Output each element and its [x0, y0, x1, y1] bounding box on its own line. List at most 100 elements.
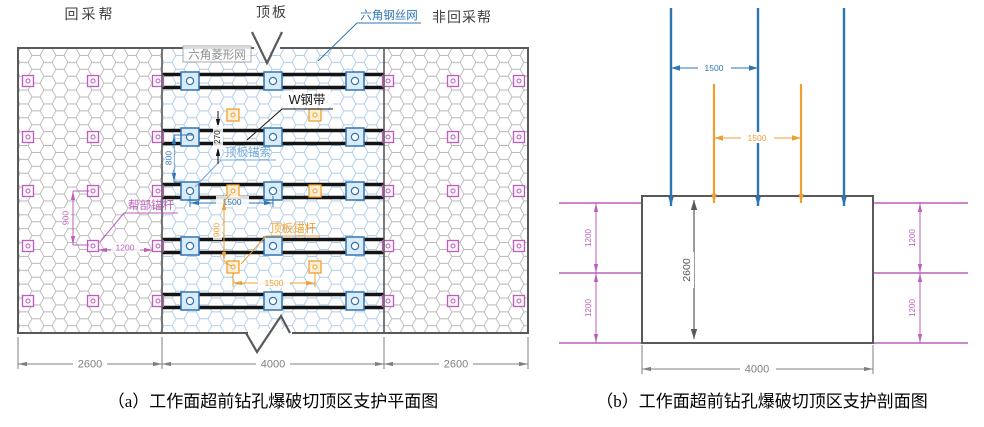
dim-cable-spacing-text: 1500 — [705, 63, 724, 73]
dim-bg — [256, 357, 290, 370]
dim-roof-bolt-row-text: 900 — [211, 223, 221, 237]
side-bolt-anchor — [381, 74, 395, 88]
dim-bottom-left-text: 2600 — [78, 359, 102, 371]
dim-side-right-lower-text: 1200 — [908, 299, 917, 317]
side-bolt-anchor — [446, 130, 460, 144]
dim-side-bolt-row-spacing: 900 — [60, 190, 89, 246]
roof-cable-anchor — [180, 71, 200, 91]
roof-cable-anchor — [263, 181, 283, 201]
roof-bolt-callout: 顶板锚杆 — [240, 221, 320, 265]
roof-cable-anchor — [345, 291, 365, 311]
diamond-mesh-label: 六角菱形网 — [188, 49, 246, 62]
roof-bolt-anchor — [226, 108, 240, 122]
roof-cable-anchor — [180, 127, 200, 147]
top-break-symbol — [251, 31, 283, 66]
side-bolt-anchor — [446, 184, 460, 198]
side-bolt-anchor — [151, 184, 165, 198]
roof-bolt-anchor — [226, 184, 240, 198]
side-bolt-anchor — [151, 239, 165, 253]
roof-cable-anchor — [345, 71, 365, 91]
side-bolt-anchor — [151, 74, 165, 88]
roof-bolt-anchor — [308, 260, 322, 274]
side-bolt-anchor — [151, 294, 165, 308]
side-bolt-anchor — [381, 130, 395, 144]
roof-bolt-anchor — [226, 260, 240, 274]
dim-roof-bolt-row-spacing: 900 — [211, 193, 232, 267]
side-bolt-anchor — [512, 294, 526, 308]
side-bolt-anchor — [21, 239, 35, 253]
bottom-break-symbol — [245, 313, 292, 355]
side-bolt-anchor — [86, 294, 100, 308]
side-bolt-anchor — [21, 74, 35, 88]
dim-bg — [439, 357, 473, 370]
dim-bg — [73, 357, 107, 370]
side-bolt-anchor — [446, 294, 460, 308]
side-bolt-anchor — [381, 239, 395, 253]
dim-roof-bolt-col-text: 1500 — [265, 278, 284, 288]
dim-band-width: 270 — [213, 111, 223, 164]
roof-cable-anchor — [180, 236, 200, 256]
wire-mesh-label: 六角钢丝网 — [360, 9, 418, 22]
roof-bolt-anchor — [308, 108, 322, 122]
diamond-mesh-callout: 六角菱形网 — [182, 45, 252, 63]
dim-bolt-spacing-text: 1500 — [748, 133, 767, 143]
anchors-group — [21, 71, 526, 311]
dim-roof-bolt-col-spacing: 1500 — [232, 273, 316, 288]
steel-band-callout: W钢带 — [246, 92, 333, 141]
dim-cable-col-text: 1500 — [223, 197, 242, 207]
side-bolt-label: 帮部锚杆 — [128, 198, 174, 212]
roadway-section-outline — [641, 195, 874, 344]
roof-label: 顶板 — [256, 4, 288, 20]
roof-cable-anchor — [345, 236, 365, 256]
dim-bolt-spacing: 1500 — [714, 132, 801, 143]
roof-bolts — [711, 84, 804, 203]
side-bolt-anchor — [86, 74, 100, 88]
side-bolt-anchor — [86, 184, 100, 198]
roof-cables — [668, 8, 847, 206]
plan-view-panel: 回采帮 顶板 非回采帮 六角钢丝网 六角菱形网 W钢带 顶板锚索 帮部锚杆 顶板… — [17, 4, 529, 411]
side-bolt-callout: 帮部锚杆 — [99, 198, 178, 243]
roof-cable-anchor — [345, 127, 365, 147]
dim-side-bolt-col-text: 1200 — [116, 243, 135, 253]
dim-section-height: 2600 — [681, 200, 698, 339]
dim-section-width: 4000 — [641, 345, 874, 376]
dim-side-bolt-row-text: 900 — [60, 211, 70, 225]
roof-cable-anchor — [263, 236, 283, 256]
side-bolt-anchor — [446, 239, 460, 253]
dim-cable-col-spacing: 1500 — [189, 196, 274, 207]
dim-band-width-text: 270 — [213, 130, 222, 144]
side-bolt-anchor — [151, 130, 165, 144]
section-view-panel: 1500 1500 1200 1200 1200 1200 2600 4000 … — [559, 8, 968, 411]
right-wall-label: 非回采帮 — [432, 9, 492, 25]
side-bolt-anchor — [512, 239, 526, 253]
dim-section-height-text: 2600 — [681, 258, 693, 282]
roof-cable-anchor — [180, 291, 200, 311]
roof-cable-label: 顶板锚索 — [225, 145, 271, 159]
plan-view-caption: （a）工作面超前钻孔爆破切顶区支护平面图 — [108, 392, 439, 411]
side-bolt-anchor — [21, 130, 35, 144]
dim-side-left-lower-text: 1200 — [584, 299, 593, 317]
dim-section-width-text: 4000 — [745, 364, 769, 376]
dim-cable-row-text: 800 — [163, 151, 173, 165]
side-bolt-anchor — [21, 184, 35, 198]
roof-cable-anchor — [345, 181, 365, 201]
side-bolt-anchor — [381, 294, 395, 308]
dim-cable-row-spacing: 800 — [163, 134, 193, 183]
side-bolt-anchor — [21, 294, 35, 308]
roof-bolt-label: 顶板锚杆 — [270, 221, 316, 235]
side-bolt-anchor — [512, 184, 526, 198]
left-wall-label: 回采帮 — [65, 6, 116, 22]
wire-mesh-callout: 六角钢丝网 — [317, 9, 421, 62]
dim-side-left-upper-text: 1200 — [584, 229, 593, 247]
side-bolt-anchor — [512, 74, 526, 88]
side-bolt-anchor — [381, 184, 395, 198]
side-bolt-anchor — [86, 130, 100, 144]
side-bolt-anchor — [446, 74, 460, 88]
dim-side-bolt-col-spacing: 1200 — [98, 242, 153, 253]
roof-cable-anchor — [263, 291, 283, 311]
roof-bolt-anchor — [308, 184, 322, 198]
side-bolt-anchor — [512, 130, 526, 144]
dim-cable-spacing: 1500 — [671, 62, 758, 73]
dim-bottom-right-text: 2600 — [444, 359, 468, 371]
